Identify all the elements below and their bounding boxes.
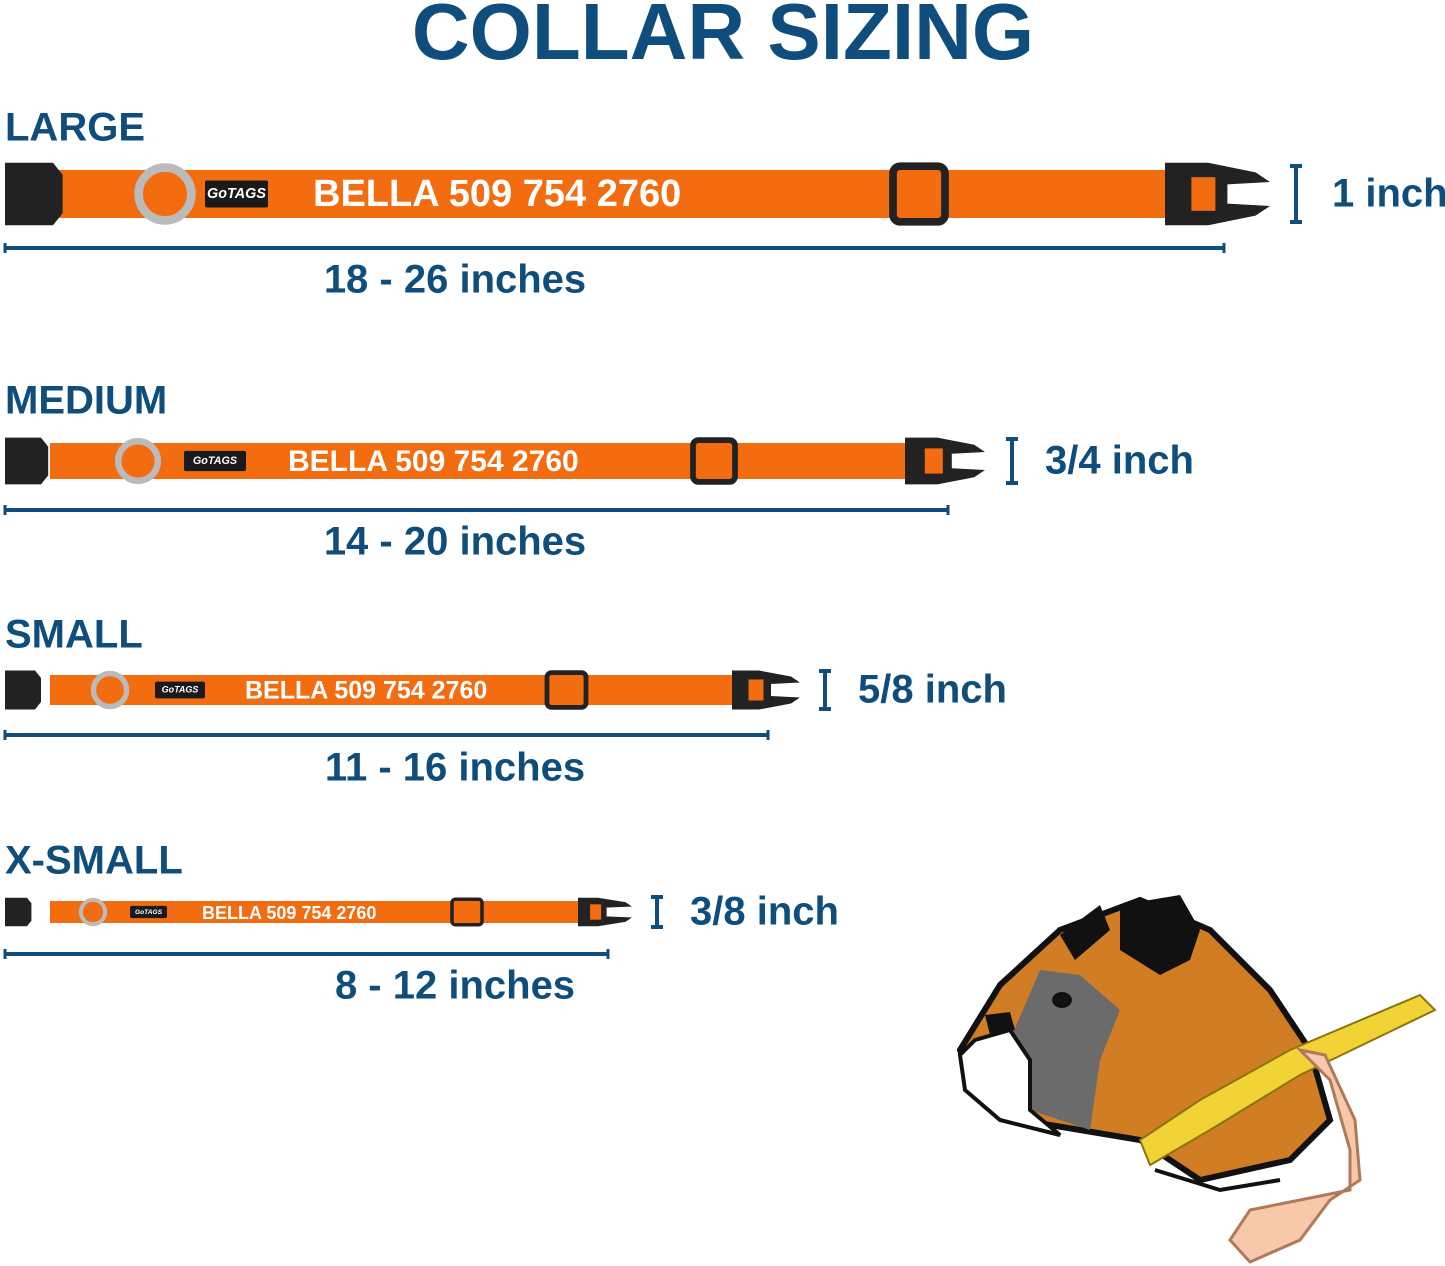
size-name: SMALL (5, 613, 143, 657)
d-ring (114, 437, 162, 485)
logo: GoTAGS (193, 455, 238, 467)
adjuster (450, 897, 484, 927)
logo-box (130, 905, 167, 919)
left-buckle (5, 670, 41, 710)
width-marker (819, 669, 831, 711)
right-buckle (1165, 162, 1270, 226)
width-marker (1290, 164, 1302, 224)
logo: GoTAGS (207, 186, 266, 202)
logo: GoTAGS (135, 909, 163, 916)
logo-box (155, 681, 205, 699)
length-label: 18 - 26 inches (324, 258, 586, 302)
buckle-window (590, 904, 602, 920)
logo-box (205, 180, 268, 208)
logo: GoTAGS (162, 684, 199, 694)
length-label: 11 - 16 inches (325, 746, 585, 790)
width-marker (651, 895, 663, 929)
width-label: 3/8 inch (690, 890, 839, 934)
buckle-window (748, 679, 764, 701)
width-label: 3/4 inch (1045, 439, 1194, 483)
right-buckle (905, 437, 985, 485)
left-buckle (5, 437, 49, 485)
d-ring (78, 897, 108, 927)
width-label: 1 inch (1332, 172, 1445, 216)
width-label: 5/8 inch (858, 668, 1007, 712)
width-marker (1006, 437, 1018, 485)
d-ring (90, 670, 130, 710)
left-buckle (5, 162, 63, 226)
adjuster (889, 162, 949, 226)
size-name: LARGE (5, 106, 145, 150)
collar-text: BELLA 509 754 2760 (245, 677, 487, 705)
title: COLLAR SIZING (412, 0, 1034, 76)
right-buckle (732, 670, 800, 710)
adjuster (690, 437, 738, 485)
logo-box (184, 450, 246, 472)
left-buckle (5, 897, 32, 927)
buckle-window (1191, 177, 1216, 211)
dog-illustration (956, 895, 1437, 1264)
length-label: 8 - 12 inches (335, 964, 575, 1008)
collar-text: BELLA 509 754 2760 (288, 445, 579, 478)
buckle-window (924, 448, 943, 474)
length-label: 14 - 20 inches (324, 520, 586, 564)
d-ring (134, 163, 196, 225)
adjuster (544, 670, 589, 710)
right-buckle (578, 897, 632, 927)
collar-text: BELLA 509 754 2760 (313, 173, 681, 215)
size-name: X-SMALL (5, 839, 183, 883)
collar-text: BELLA 509 754 2760 (202, 903, 376, 923)
size-name: MEDIUM (5, 379, 167, 423)
